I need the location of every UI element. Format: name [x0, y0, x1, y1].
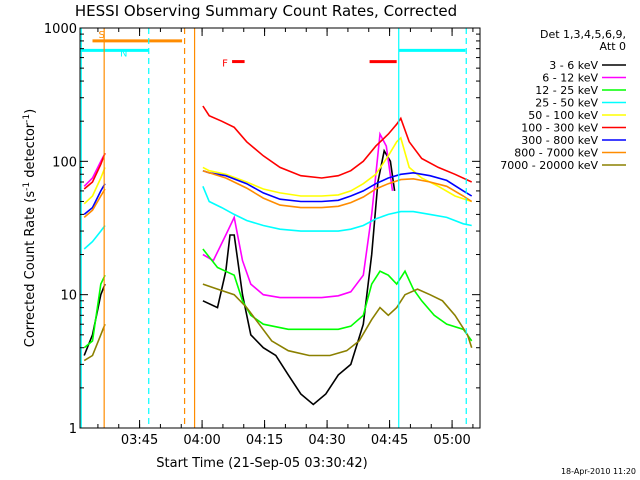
series-layer: [83, 105, 473, 406]
legend-label-4: 50 - 100 keV: [528, 109, 598, 122]
x-tick-label-0: 03:45: [121, 433, 158, 448]
series-line-8: [83, 283, 473, 362]
legend-label-0: 3 - 6 keV: [549, 59, 598, 72]
legend-header-line-1: Det 1,3,4,5,6,9,: [540, 28, 626, 41]
footer-timestamp: 18-Apr-2010 11:20: [561, 467, 636, 476]
y-tick-label-3: 1000: [44, 22, 77, 37]
series-line-6: [83, 169, 473, 216]
legend-label-2: 12 - 25 keV: [535, 84, 598, 97]
y-axis-label: Corrected Count Rate (s-1 detector-1): [22, 109, 38, 347]
x-tick-label-1: 04:00: [183, 433, 220, 448]
x-tick-label-2: 04:15: [246, 433, 283, 448]
chart-title: HESSI Observing Summary Count Rates, Cor…: [75, 2, 457, 20]
vertical-markers-layer: [80, 28, 467, 428]
series-line-5: [83, 105, 473, 190]
y-tick-label-0: 1: [69, 422, 77, 437]
flag-label-1: N: [120, 48, 127, 59]
x-tick-label-4: 04:45: [371, 433, 408, 448]
flag-bars-layer: S N F: [80, 30, 466, 70]
axes-layer: 03:45 04:00 04:15 04:30 04:45 05:00 1 10 100 1000: [44, 22, 480, 448]
y-tick-label-1: 10: [60, 289, 77, 304]
y-tick-label-2: 100: [52, 155, 77, 170]
x-tick-label-5: 05:00: [433, 433, 470, 448]
x-axis-label: Start Time (21-Sep-05 03:30:42): [156, 456, 367, 471]
legend-label-8: 7000 - 20000 keV: [500, 159, 598, 172]
flag-label-3: F: [222, 59, 228, 70]
series-line-4: [83, 136, 472, 205]
plot-frame: [79, 27, 481, 429]
x-tick-label-3: 04:30: [308, 433, 345, 448]
series-line-0: [83, 148, 396, 406]
legend-label-1: 6 - 12 keV: [542, 72, 598, 85]
legend-label-3: 25 - 50 keV: [535, 97, 598, 110]
legend-label-7: 800 - 7000 keV: [514, 147, 598, 160]
series-line-2: [83, 248, 473, 349]
legend-label-6: 300 - 800 keV: [521, 134, 598, 147]
series-line-3: [83, 185, 472, 250]
svg-text:Corrected Count Rate (s-1 dete: Corrected Count Rate (s-1 detector-1): [22, 109, 38, 347]
legend-header-line-2: Att 0: [600, 40, 626, 53]
series-line-7: [83, 169, 473, 219]
legend-label-5: 100 - 300 keV: [521, 122, 598, 135]
flag-label-0: S: [99, 30, 105, 41]
